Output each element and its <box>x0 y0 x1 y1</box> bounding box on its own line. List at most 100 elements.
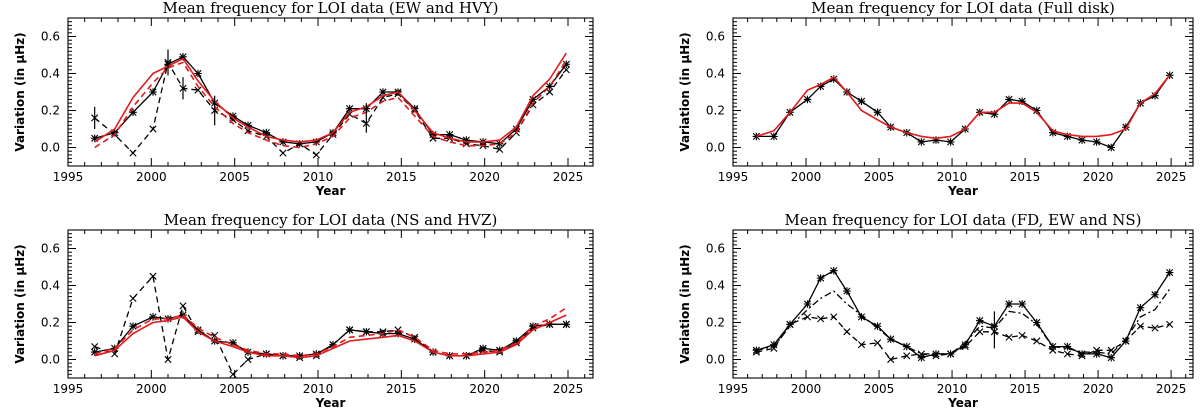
data-point <box>857 313 866 321</box>
data-point <box>512 125 521 133</box>
data-point <box>932 352 940 360</box>
x-tick-label: 2015 <box>1010 382 1041 396</box>
x-tick-label: 2005 <box>219 382 250 396</box>
chart-title: Mean frequency for LOI data (NS and HVZ) <box>164 211 498 229</box>
data-point <box>843 287 851 295</box>
series-line <box>756 74 1171 140</box>
x-tick-label: 2015 <box>386 170 417 184</box>
data-point <box>917 350 925 358</box>
x-tick-label: 2010 <box>303 382 334 396</box>
data-point <box>829 75 838 83</box>
data-point <box>873 322 882 330</box>
chart-panel-1: Mean frequency for LOI data (EW and HVY)… <box>13 0 594 198</box>
x-tick-label: 2020 <box>1083 170 1114 184</box>
y-tick-label: 0.2 <box>706 104 725 118</box>
data-point <box>394 326 402 334</box>
y-tick-label: 0.6 <box>41 30 60 44</box>
data-point <box>1005 95 1013 104</box>
data-point <box>917 353 926 362</box>
data-point <box>752 346 761 355</box>
data-point <box>410 104 419 113</box>
y-tick-label: 0.0 <box>41 353 60 367</box>
data-point <box>857 97 866 106</box>
data-point <box>129 294 137 303</box>
x-tick-label: 2025 <box>1156 382 1187 396</box>
x-tick-label: 1995 <box>718 382 749 396</box>
data-point <box>479 344 487 353</box>
data-point <box>1122 123 1130 131</box>
y-tick-label: 0.6 <box>41 242 60 256</box>
data-point <box>91 342 99 351</box>
data-point <box>873 339 882 347</box>
data-point <box>932 136 940 144</box>
series-fd <box>756 288 1171 355</box>
data-point <box>946 350 955 358</box>
x-axis-label: Year <box>315 396 346 408</box>
data-point <box>429 134 437 142</box>
x-tick-label: 2010 <box>937 382 968 396</box>
data-point <box>1122 337 1130 345</box>
chart-title: Mean frequency for LOI data (Full disk) <box>811 0 1115 17</box>
data-point <box>244 121 252 130</box>
x-tick-label: 1995 <box>53 382 84 396</box>
y-axis-label: Variation (in μHz) <box>13 244 27 363</box>
data-point <box>129 149 137 157</box>
data-point <box>770 340 778 349</box>
data-point <box>1165 268 1174 277</box>
data-point <box>279 149 287 157</box>
data-point <box>1063 350 1071 358</box>
x-tick-label: 2020 <box>469 382 500 396</box>
data-point <box>394 329 402 338</box>
data-point <box>1107 143 1116 152</box>
data-point <box>429 130 437 139</box>
x-tick-label: 2025 <box>553 170 584 184</box>
y-axis-label: Variation (in μHz) <box>678 244 692 363</box>
plot-frame <box>732 17 1194 167</box>
data-point <box>1018 97 1026 106</box>
data-point <box>345 104 354 113</box>
data-point <box>149 125 157 133</box>
x-tick-label: 2015 <box>1010 170 1041 184</box>
data-point <box>975 316 984 325</box>
x-tick-label: 2010 <box>937 170 968 184</box>
data-point <box>1078 350 1086 358</box>
data-point <box>1005 333 1013 341</box>
data-point <box>312 138 321 146</box>
x-tick-label: 2005 <box>864 382 895 396</box>
data-point <box>752 132 761 141</box>
series-ns <box>752 313 1174 364</box>
x-tick-label: 2015 <box>386 382 417 396</box>
series-line <box>94 60 567 149</box>
data-point <box>445 130 454 139</box>
series-full-disk-model <box>756 74 1171 140</box>
data-point <box>803 95 812 104</box>
series-full-disk <box>752 71 1174 152</box>
y-tick-label: 0.2 <box>41 316 60 330</box>
data-point <box>1063 342 1072 351</box>
data-point <box>803 313 812 321</box>
data-point <box>562 60 571 69</box>
series-line <box>94 275 567 375</box>
data-point <box>1078 352 1086 360</box>
y-tick-label: 0.0 <box>41 141 60 155</box>
x-tick-label: 2025 <box>1156 170 1187 184</box>
data-point <box>903 352 911 360</box>
data-point <box>279 138 287 146</box>
chart-panel-3: Mean frequency for LOI data (NS and HVZ)… <box>13 211 594 408</box>
data-point <box>752 348 760 356</box>
data-point <box>816 274 825 282</box>
data-point <box>770 344 778 352</box>
x-axis-label: Year <box>947 184 978 198</box>
data-point <box>229 112 237 120</box>
data-point <box>961 342 969 351</box>
x-axis-label: Year <box>315 184 346 198</box>
series-line <box>756 288 1171 355</box>
data-point <box>990 110 999 118</box>
y-tick-label: 0.6 <box>706 30 725 44</box>
data-point <box>961 340 969 349</box>
data-point <box>179 53 187 61</box>
series-ew-model <box>94 52 567 143</box>
x-tick-label: 2000 <box>791 382 822 396</box>
data-point <box>817 315 825 323</box>
data-point <box>1166 320 1174 328</box>
